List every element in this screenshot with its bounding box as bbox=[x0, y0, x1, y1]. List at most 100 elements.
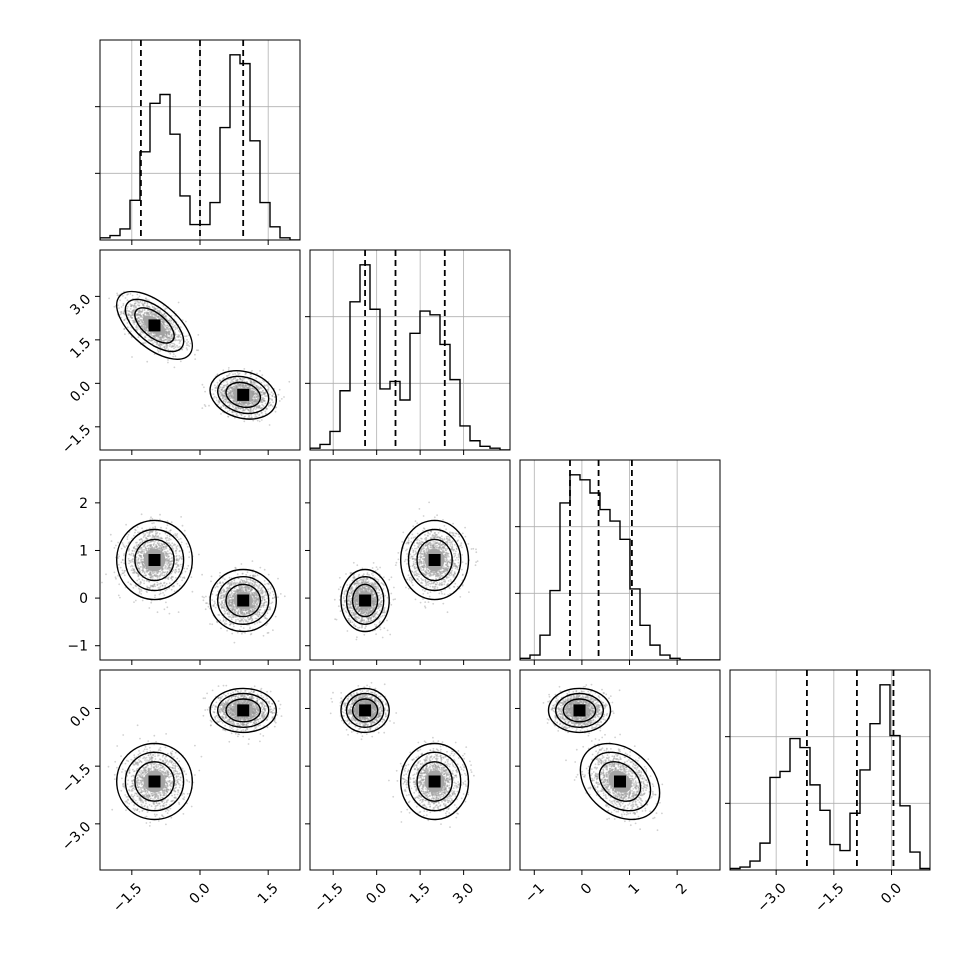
sample-point bbox=[251, 610, 254, 612]
sample-point bbox=[134, 528, 137, 531]
sample-point bbox=[240, 404, 243, 407]
sample-point bbox=[267, 582, 270, 585]
sample-point bbox=[249, 610, 252, 613]
sample-point bbox=[225, 398, 228, 401]
sample-point bbox=[224, 395, 226, 398]
sample-point bbox=[154, 337, 157, 339]
sample-point bbox=[235, 414, 238, 416]
sample-point bbox=[253, 396, 256, 399]
sample-point bbox=[261, 398, 264, 401]
sample-point bbox=[264, 392, 267, 395]
sample-point bbox=[154, 335, 157, 338]
sample-point bbox=[226, 383, 229, 386]
sample-point bbox=[227, 415, 230, 418]
sample-point bbox=[131, 565, 134, 568]
sample-point bbox=[159, 335, 161, 338]
sample-point bbox=[256, 393, 258, 396]
sample-point bbox=[138, 591, 141, 594]
sample-point bbox=[227, 393, 229, 396]
sample-point bbox=[154, 530, 157, 533]
sample-point bbox=[164, 574, 166, 576]
sample-point bbox=[240, 378, 242, 381]
sample-point bbox=[176, 344, 178, 347]
sample-point bbox=[260, 400, 263, 403]
sample-point bbox=[231, 601, 234, 604]
sample-point bbox=[178, 555, 181, 557]
sample-point bbox=[235, 406, 238, 409]
sample-point bbox=[262, 389, 264, 392]
sample-point bbox=[142, 321, 145, 324]
sample-point bbox=[247, 621, 249, 624]
sample-point bbox=[137, 559, 140, 561]
sample-point bbox=[269, 608, 271, 611]
sample-point bbox=[147, 573, 150, 576]
sample-point bbox=[222, 597, 225, 599]
sample-point bbox=[256, 612, 259, 615]
sample-point bbox=[156, 545, 158, 548]
sample-point bbox=[237, 378, 239, 381]
sample-point bbox=[236, 386, 238, 389]
sample-point bbox=[265, 593, 267, 595]
sample-point bbox=[156, 535, 159, 538]
sample-point bbox=[179, 326, 182, 329]
sample-point bbox=[239, 402, 241, 405]
sample-point bbox=[267, 583, 270, 586]
sample-point bbox=[255, 596, 257, 599]
sample-point bbox=[233, 593, 236, 595]
contour-level bbox=[217, 375, 270, 415]
sample-point bbox=[264, 590, 267, 593]
sample-point bbox=[177, 334, 180, 336]
sample-point bbox=[223, 589, 226, 591]
sample-point bbox=[246, 402, 248, 405]
sample-point bbox=[226, 601, 229, 604]
sample-point bbox=[161, 568, 164, 571]
sample-point bbox=[167, 328, 170, 331]
sample-point bbox=[221, 597, 223, 600]
sample-point bbox=[252, 383, 255, 385]
sample-point bbox=[260, 391, 263, 393]
sample-point bbox=[218, 393, 221, 396]
sample-point bbox=[232, 388, 235, 390]
sample-point bbox=[157, 335, 160, 337]
sample-point bbox=[229, 594, 232, 597]
sample-point bbox=[228, 601, 231, 604]
sample-point bbox=[130, 559, 133, 561]
sample-point bbox=[242, 408, 245, 411]
sample-point bbox=[263, 400, 266, 402]
sample-point bbox=[146, 586, 149, 589]
sample-point bbox=[175, 552, 178, 554]
sample-point bbox=[254, 399, 257, 401]
sample-point bbox=[152, 536, 155, 538]
sample-point bbox=[165, 338, 168, 341]
histogram-step bbox=[520, 474, 720, 660]
sample-point bbox=[254, 600, 257, 603]
sample-point bbox=[157, 316, 159, 319]
sample-point bbox=[249, 385, 251, 388]
sample-point bbox=[246, 381, 249, 383]
sample-point bbox=[223, 405, 225, 407]
sample-point bbox=[174, 346, 177, 348]
sample-point bbox=[120, 547, 123, 550]
sample-point bbox=[245, 386, 247, 388]
sample-point bbox=[260, 400, 263, 402]
sample-point bbox=[230, 396, 233, 399]
sample-point bbox=[141, 561, 144, 564]
sample-point bbox=[264, 385, 266, 387]
sample-point bbox=[239, 383, 242, 386]
sample-point bbox=[252, 580, 254, 582]
sample-point bbox=[155, 571, 158, 574]
sample-point bbox=[258, 406, 261, 408]
sample-point bbox=[237, 403, 240, 406]
sample-point bbox=[233, 387, 236, 390]
sample-point bbox=[239, 407, 242, 410]
sample-point bbox=[139, 561, 142, 563]
sample-point bbox=[247, 586, 249, 589]
sample-point bbox=[253, 390, 256, 393]
sample-point bbox=[140, 547, 143, 549]
sample-point bbox=[219, 571, 221, 574]
sample-point bbox=[251, 609, 254, 611]
sample-point bbox=[145, 567, 148, 570]
sample-point bbox=[222, 395, 225, 397]
sample-point bbox=[230, 395, 233, 398]
sample-point bbox=[172, 559, 174, 562]
